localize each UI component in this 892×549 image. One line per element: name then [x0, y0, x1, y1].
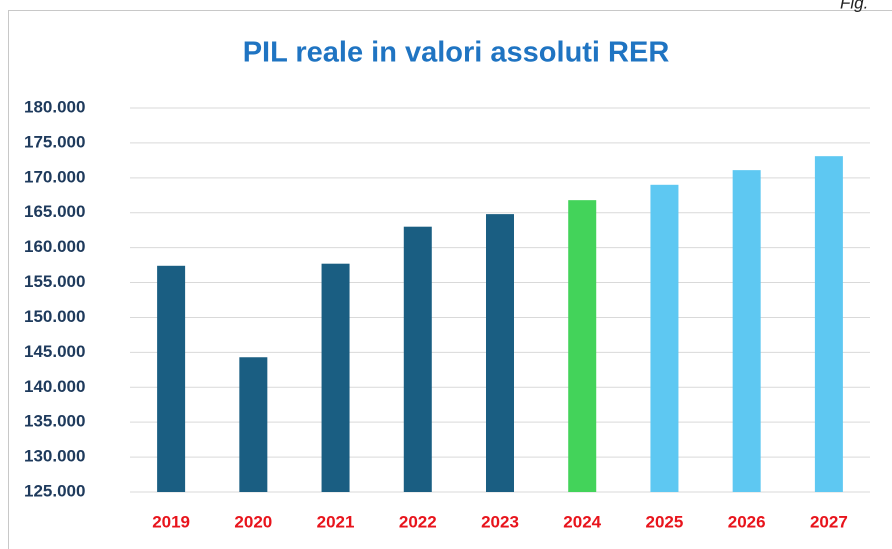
bar — [239, 357, 268, 492]
x-tick-label: 2022 — [399, 512, 437, 531]
bar — [814, 156, 843, 492]
x-tick-label: 2021 — [317, 512, 355, 531]
y-tick-label: 150.000 — [24, 307, 85, 326]
x-tick-label: 2027 — [810, 512, 848, 531]
y-tick-label: 160.000 — [24, 237, 85, 256]
bar — [321, 263, 350, 492]
bar — [157, 265, 186, 492]
y-tick-label: 125.000 — [24, 481, 85, 500]
bar — [486, 214, 514, 492]
y-tick-label: 155.000 — [24, 272, 85, 291]
y-tick-label: 175.000 — [24, 132, 85, 151]
annotation: Fig. — [840, 0, 868, 12]
x-tick-label: 2025 — [646, 512, 684, 531]
y-tick-label: 170.000 — [24, 167, 85, 186]
x-tick-label: 2020 — [234, 512, 272, 531]
bar — [403, 226, 432, 492]
y-tick-label: 130.000 — [24, 447, 85, 466]
x-tick-label: 2026 — [728, 512, 766, 531]
x-tick-label: 2023 — [481, 512, 519, 531]
x-tick-label: 2019 — [152, 512, 190, 531]
bar — [650, 184, 679, 493]
y-tick-label: 135.000 — [24, 412, 85, 431]
chart-title: PIL reale in valori assoluti RER — [243, 37, 670, 69]
y-tick-label: 180.000 — [24, 97, 85, 116]
y-tick-label: 140.000 — [24, 377, 85, 396]
x-tick-label: 2024 — [563, 512, 601, 531]
bar — [732, 170, 761, 492]
y-tick-label: 165.000 — [24, 202, 85, 221]
bar — [568, 200, 597, 492]
y-tick-label: 145.000 — [24, 342, 85, 361]
